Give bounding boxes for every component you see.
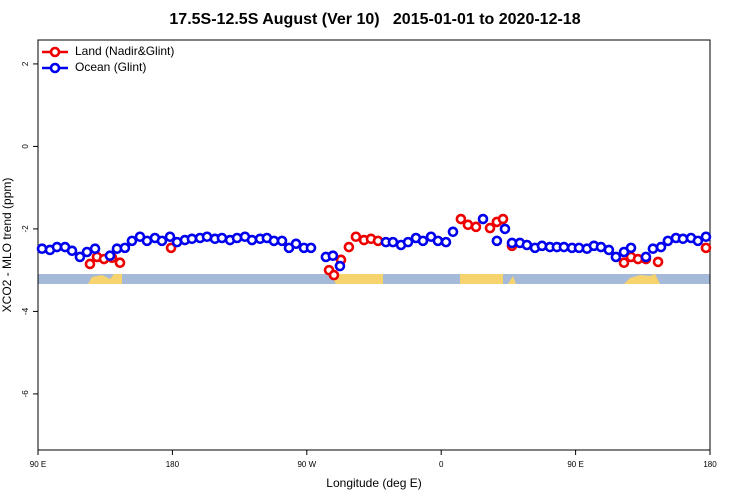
data-point bbox=[114, 257, 126, 269]
y-tick-label: 2 bbox=[21, 61, 30, 66]
data-point bbox=[156, 235, 168, 247]
data-point bbox=[290, 238, 302, 250]
data-point bbox=[640, 251, 652, 263]
data-point bbox=[126, 235, 138, 247]
y-tick-label: -4 bbox=[21, 307, 30, 315]
data-point bbox=[327, 250, 339, 262]
data-point bbox=[440, 236, 452, 248]
data-point bbox=[470, 221, 482, 233]
land-patch bbox=[330, 274, 383, 284]
data-point bbox=[447, 226, 459, 238]
data-point bbox=[334, 260, 346, 272]
data-point bbox=[462, 219, 474, 231]
data-point bbox=[186, 233, 198, 245]
data-point bbox=[89, 243, 101, 255]
data-point bbox=[216, 232, 228, 244]
data-point bbox=[66, 245, 78, 257]
data-point bbox=[618, 257, 630, 269]
data-point bbox=[276, 235, 288, 247]
data-point bbox=[74, 251, 86, 263]
y-tick-label: 0 bbox=[21, 144, 30, 149]
data-point bbox=[104, 250, 116, 262]
data-point bbox=[343, 241, 355, 253]
y-axis-label: XCO2 - MLO trend (ppm) bbox=[0, 178, 14, 313]
data-point bbox=[305, 242, 317, 254]
x-tick-label: 90 E bbox=[567, 460, 583, 469]
data-point bbox=[558, 241, 570, 253]
data-point bbox=[455, 213, 467, 225]
data-point bbox=[484, 222, 496, 234]
data-point bbox=[652, 256, 664, 268]
data-point bbox=[164, 231, 176, 243]
data-point bbox=[700, 231, 712, 243]
chart-title: 17.5S-12.5S August (Ver 10) 2015-01-01 t… bbox=[169, 11, 580, 28]
data-point bbox=[677, 233, 689, 245]
data-point bbox=[402, 236, 414, 248]
land-patch bbox=[624, 274, 660, 284]
data-point bbox=[165, 242, 177, 254]
x-tick-label: 90 E bbox=[30, 460, 46, 469]
data-point bbox=[497, 213, 509, 225]
data-point bbox=[491, 235, 503, 247]
data-point bbox=[477, 213, 489, 225]
x-tick-label: 90 W bbox=[297, 460, 316, 469]
legend-marker bbox=[49, 46, 61, 58]
data-point bbox=[610, 251, 622, 263]
data-point bbox=[499, 223, 511, 235]
data-point bbox=[655, 241, 667, 253]
data-point bbox=[328, 269, 340, 281]
x-tick-label: 180 bbox=[703, 460, 717, 469]
land-sea-band bbox=[38, 274, 710, 284]
legend-label: Ocean (Glint) bbox=[75, 60, 146, 74]
data-point bbox=[647, 243, 659, 255]
land-patch bbox=[460, 274, 503, 284]
y-tick-label: -2 bbox=[21, 225, 30, 233]
data-point bbox=[432, 235, 444, 247]
x-axis-label: Longitude (deg E) bbox=[326, 476, 421, 490]
data-point bbox=[246, 234, 258, 246]
data-point bbox=[119, 242, 131, 254]
x-tick-label: 180 bbox=[166, 460, 180, 469]
data-point bbox=[603, 244, 615, 256]
data-point bbox=[417, 235, 429, 247]
y-tick-label: -6 bbox=[21, 390, 30, 398]
data-point bbox=[692, 235, 704, 247]
land-patch bbox=[508, 276, 516, 284]
legend-label: Land (Nadir&Glint) bbox=[75, 44, 174, 58]
data-point bbox=[625, 242, 637, 254]
legend-marker bbox=[49, 62, 61, 74]
data-point bbox=[84, 258, 96, 270]
x-tick-label: 0 bbox=[439, 460, 444, 469]
data-point bbox=[700, 242, 712, 254]
land-patch bbox=[88, 274, 122, 284]
